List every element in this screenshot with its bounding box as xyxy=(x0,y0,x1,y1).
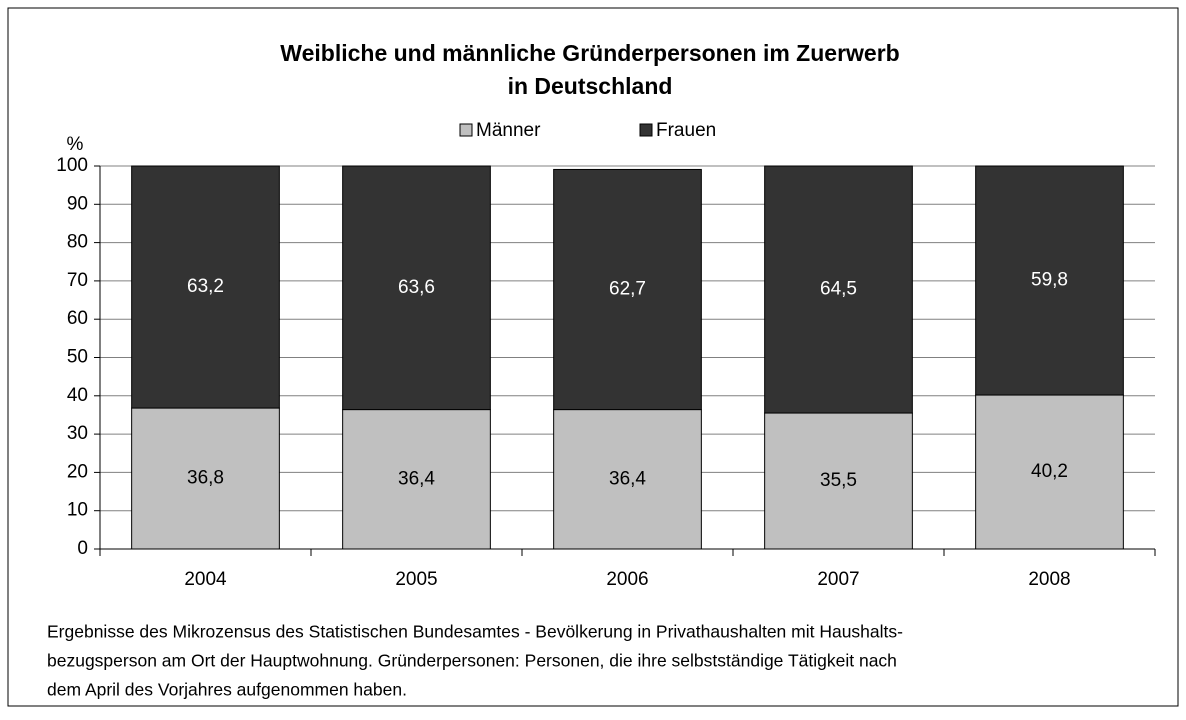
data-label: 35,5 xyxy=(820,470,857,491)
y-tick-label: 40 xyxy=(67,385,88,406)
footnote: Ergebnisse des Mikrozensus des Statistis… xyxy=(47,622,903,642)
y-tick-label: 50 xyxy=(67,347,88,368)
data-label: 62,7 xyxy=(609,279,646,300)
x-tick-label: 2008 xyxy=(1028,569,1070,590)
bar-segment xyxy=(553,409,702,550)
x-tick-label: 2007 xyxy=(817,569,859,590)
x-tick-label: 2006 xyxy=(606,569,648,590)
legend-swatch xyxy=(459,123,473,137)
data-label: 64,5 xyxy=(820,279,857,300)
data-label: 63,2 xyxy=(187,276,224,297)
chart-title: Weibliche und männliche Gründerpersonen … xyxy=(280,40,899,66)
chart-title: in Deutschland xyxy=(508,73,673,99)
y-tick-label: 90 xyxy=(67,193,88,214)
legend-label: Frauen xyxy=(656,120,716,141)
bar-segment xyxy=(131,407,280,550)
footnote: dem April des Vorjahres aufgenommen habe… xyxy=(47,680,407,700)
bar-segment xyxy=(764,165,913,414)
bar-segment xyxy=(131,165,280,409)
y-tick-label: 10 xyxy=(67,500,88,521)
data-label: 36,4 xyxy=(609,468,646,489)
data-label: 40,2 xyxy=(1031,461,1068,482)
footnote: bezugsperson am Ort der Hauptwohnung. Gr… xyxy=(47,651,897,671)
data-label: 36,8 xyxy=(187,468,224,489)
y-tick-label: 70 xyxy=(67,270,88,291)
y-tick-label: 0 xyxy=(77,538,88,559)
legend-swatch xyxy=(639,123,653,137)
bar-segment xyxy=(553,168,702,411)
x-tick-label: 2005 xyxy=(395,569,437,590)
bar-segment xyxy=(342,165,491,411)
bar-segment xyxy=(975,165,1124,396)
y-tick-label: 80 xyxy=(67,232,88,253)
y-tick-label: 20 xyxy=(67,461,88,482)
y-tick-label: 60 xyxy=(67,308,88,329)
legend-label: Männer xyxy=(476,120,541,141)
bar-segment xyxy=(975,394,1124,550)
data-label: 59,8 xyxy=(1031,270,1068,291)
x-tick-label: 2004 xyxy=(184,569,227,590)
y-tick-label: 100 xyxy=(56,155,88,176)
bar-segment xyxy=(764,412,913,550)
data-label: 36,4 xyxy=(398,468,435,489)
y-tick-label: 30 xyxy=(67,423,88,444)
y-axis-label: % xyxy=(67,134,84,155)
data-label: 63,6 xyxy=(398,277,435,298)
